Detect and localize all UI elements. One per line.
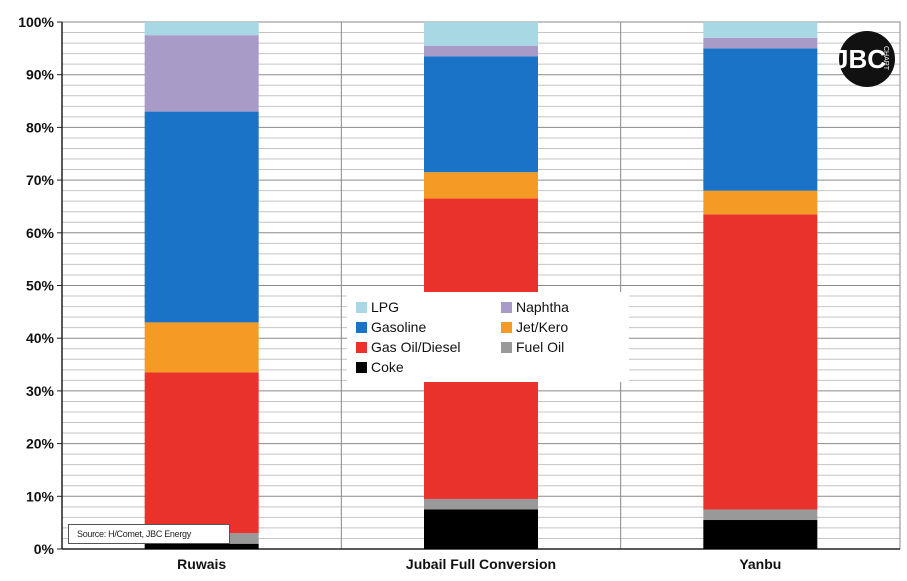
legend-label: LPG	[371, 299, 400, 315]
bar-segment-gas-oil-diesel	[703, 214, 818, 510]
bar-segment-coke	[144, 543, 259, 549]
legend-label: Coke	[371, 359, 404, 375]
y-tick-label: 20%	[26, 436, 55, 452]
legend-swatch	[501, 341, 512, 353]
y-tick-label: 0%	[34, 541, 55, 557]
bar-segment-gasoline	[144, 111, 259, 323]
bar-segment-jet-kero	[424, 172, 538, 199]
bar-segment-gas-oil-diesel	[144, 372, 259, 534]
y-tick-label: 30%	[26, 383, 55, 399]
legend-swatch	[501, 321, 512, 333]
legend-swatch	[356, 361, 367, 373]
bar-segment-lpg	[144, 22, 259, 36]
bar-segment-naphtha	[424, 45, 538, 57]
x-tick-label: Ruwais	[177, 556, 226, 572]
legend-item: Gas Oil/Diesel	[356, 339, 460, 355]
logo-subtext: CHART	[882, 46, 889, 71]
bar-segment-gasoline	[424, 56, 538, 173]
y-tick-label: 80%	[26, 119, 55, 135]
bar-segment-coke	[424, 509, 538, 549]
y-tick-label: 100%	[18, 14, 54, 30]
bar-segment-jet-kero	[144, 322, 259, 373]
legend-item: Jet/Kero	[501, 319, 568, 335]
legend-swatch	[356, 341, 367, 353]
legend-swatch	[356, 321, 367, 333]
legend-item: Coke	[356, 359, 404, 375]
bar-segment-fuel-oil	[703, 509, 818, 521]
chart-legend: LPG Naphtha Gasoline Jet/Kero Gas Oil/Diesel…	[347, 292, 629, 382]
legend-label: Gas Oil/Diesel	[371, 339, 461, 355]
y-tick-label: 40%	[26, 330, 55, 346]
source-note: Source: H/Comet, JBC Energy	[68, 524, 230, 544]
legend-item: LPG	[356, 299, 399, 315]
bar-segment-gasoline	[703, 48, 818, 191]
y-tick-label: 50%	[26, 278, 55, 294]
bar-segment-naphtha	[144, 35, 259, 112]
legend-label: Jet/Kero	[516, 319, 569, 335]
y-tick-label: 70%	[26, 172, 55, 188]
y-tick-label: 90%	[26, 67, 55, 83]
bar-segment-jet-kero	[703, 190, 818, 215]
legend-label: Naphtha	[516, 299, 569, 315]
logo-letters: JBC	[838, 44, 886, 74]
y-tick-label: 60%	[26, 225, 55, 241]
x-tick-label: Jubail Full Conversion	[406, 556, 556, 572]
legend-label: Gasoline	[371, 319, 427, 335]
legend-item: Naphtha	[501, 299, 569, 315]
bar-segment-lpg	[424, 22, 538, 46]
bar-segment-coke	[703, 520, 818, 549]
legend-swatch	[501, 301, 512, 313]
legend-item: Gasoline	[356, 319, 426, 335]
legend-label: Fuel Oil	[516, 339, 565, 355]
bar-segment-naphtha	[703, 37, 818, 49]
x-tick-label: Yanbu	[739, 556, 781, 572]
legend-item: Fuel Oil	[501, 339, 564, 355]
bar-segment-lpg	[703, 22, 818, 38]
legend-swatch	[356, 301, 367, 313]
y-tick-label: 10%	[26, 488, 55, 504]
jbc-logo: JBC CHART	[838, 31, 895, 87]
bar-segment-fuel-oil	[424, 498, 538, 510]
